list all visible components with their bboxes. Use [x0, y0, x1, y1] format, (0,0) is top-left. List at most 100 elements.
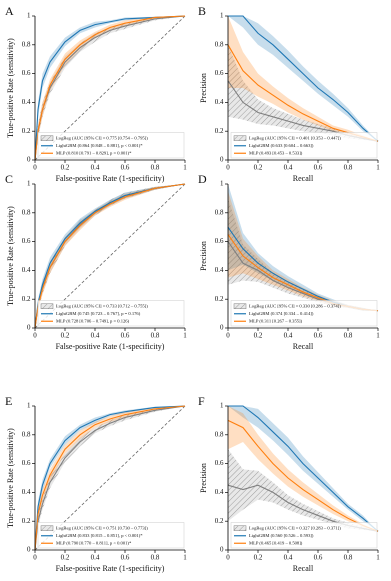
y-tick-label: 1: [220, 402, 224, 410]
legend-label: LogReg (AUC [95% CI] = 0.775 [0.754 – 0.…: [56, 135, 148, 140]
legend-box: [37, 300, 185, 327]
panel: 0 0.2 0.4 0.6 0.8 1 0 0.2 0.4 0.6 0.8 1 Recall Precis…: [198, 4, 380, 183]
x-axis-label: Recall: [293, 564, 314, 573]
y-tick-label: 0.4: [22, 98, 31, 106]
legend-label: LightGBM (0.633 [0.604 – 0.663]): [249, 143, 314, 148]
y-tick-label: 0.4: [215, 266, 224, 274]
y-tick-label: 1: [27, 402, 31, 410]
legend-label: MLP (0.493 [0.453 – 0.533]): [249, 150, 303, 155]
y-tick-label: 0.8: [22, 208, 31, 216]
x-tick-label: 1: [183, 332, 187, 340]
legend-swatch: [233, 525, 247, 531]
panel-label: A: [5, 4, 14, 18]
legend-label: MLP (0.810 [0.791 – 0.829], p = 0.001)*: [56, 150, 132, 156]
y-tick-label: 1: [27, 12, 31, 20]
y-tick-label: 0: [27, 546, 31, 554]
legend-label: LogReg (AUC [95% CI] = 0.751 [0.730 – 0.…: [56, 525, 148, 530]
x-tick-label: 0.2: [254, 164, 263, 172]
x-tick-label: 0: [226, 164, 230, 172]
curve: [34, 15, 186, 161]
y-axis-label: True-positive Rate (sensitivity): [6, 206, 15, 306]
x-tick-label: 0: [33, 554, 37, 562]
curve: [34, 405, 186, 551]
y-tick-label: 0.8: [22, 40, 31, 48]
x-tick-label: 0.8: [151, 554, 160, 562]
ci-band: [228, 184, 378, 311]
legend-label: LogReg (AUC [95% CI] = 0.327 [0.283 – 0.…: [249, 525, 341, 530]
x-tick-label: 0.4: [284, 164, 293, 172]
x-tick-label: 0.8: [151, 332, 160, 340]
y-tick-label: 0.6: [215, 459, 224, 467]
curve: [34, 405, 186, 551]
y-axis-label: Precision: [199, 463, 208, 493]
legend-label: LogReg (AUC [95% CI] = 0.401 [0.353 – 0.…: [249, 135, 341, 140]
x-tick-label: 0.2: [61, 554, 70, 562]
x-tick-label: 0.4: [91, 332, 100, 340]
x-tick-label: 0.6: [121, 332, 130, 340]
x-axis-label: False-positive Rate (1-specificity): [56, 174, 165, 183]
x-tick-label: 0.6: [314, 332, 323, 340]
y-tick-label: 0: [220, 324, 224, 332]
y-tick-label: 0.8: [22, 430, 31, 438]
y-tick-label: 0.6: [215, 237, 224, 245]
x-axis-label: False-positive Rate (1-specificity): [56, 564, 165, 573]
legend-label: LightGBM (0.745 [0.723 – 0.767], p = 0.1…: [56, 311, 141, 317]
x-tick-label: 0: [33, 164, 37, 172]
x-tick-label: 0.8: [151, 164, 160, 172]
legend-label: MLP (0.728 [0.706 – 0.749], p = 0.126): [56, 318, 130, 324]
y-tick-label: 0.4: [215, 98, 224, 106]
legend-swatch: [40, 303, 54, 309]
x-tick-label: 0: [33, 332, 37, 340]
x-tick-label: 0.8: [344, 164, 353, 172]
y-tick-label: 0: [220, 156, 224, 164]
y-tick-label: 1: [27, 180, 31, 188]
y-tick-label: 0.8: [215, 208, 224, 216]
panel: 0 0.2 0.4 0.6 0.8 1 0 0.2 0.4 0.6 0.8 1 Recall Precis…: [198, 172, 380, 351]
x-tick-label: 0.4: [284, 332, 293, 340]
ci-band: [228, 406, 378, 532]
legend-label: LogReg (AUC [95% CI] = 0.330 [0.286 – 0.…: [249, 303, 341, 308]
panel-label: D: [198, 172, 207, 186]
legend-label: LogReg (AUC [95% CI] = 0.733 [0.712 – 0.…: [56, 303, 148, 308]
legend-label: MLP (0.790 [0.770 – 0.811], p < 0.001)*: [56, 540, 132, 546]
x-tick-label: 1: [183, 164, 187, 172]
x-tick-label: 0.2: [254, 554, 263, 562]
curve: [34, 183, 186, 329]
y-tick-label: 0.2: [22, 127, 31, 135]
legend-box: [37, 132, 185, 159]
curve: [34, 183, 186, 329]
legend-label: LightGBM (0.864 [0.848 – 0.881], p < 0.0…: [56, 143, 143, 149]
x-tick-label: 0.8: [344, 554, 353, 562]
ci-band: [228, 198, 378, 311]
x-tick-label: 0: [226, 332, 230, 340]
legend-label: MLP (0.311 [0.267 – 0.355]): [249, 318, 303, 323]
y-tick-label: 0: [27, 324, 31, 332]
ci-band: [228, 191, 378, 311]
y-tick-label: 0.2: [22, 295, 31, 303]
legend-swatch: [40, 525, 54, 531]
x-axis-label: False-positive Rate (1-specificity): [56, 342, 165, 351]
curve: [34, 405, 186, 551]
y-tick-label: 0.6: [22, 237, 31, 245]
x-tick-label: 1: [376, 164, 380, 172]
y-tick-label: 1: [220, 180, 224, 188]
y-tick-label: 0.6: [22, 69, 31, 77]
y-tick-label: 0.2: [215, 127, 224, 135]
x-tick-label: 1: [376, 332, 380, 340]
y-tick-label: 0.2: [215, 517, 224, 525]
x-tick-label: 0.6: [121, 164, 130, 172]
curve: [228, 405, 379, 532]
legend-label: MLP (0.465 [0.419 – 0.508]): [249, 540, 303, 545]
y-tick-label: 0.2: [215, 295, 224, 303]
x-axis-label: Recall: [293, 174, 314, 183]
ci-band: [228, 449, 378, 532]
legend-swatch: [233, 303, 247, 309]
y-axis-label: True-positive Rate (sensitivity): [6, 38, 15, 138]
panel: 0 0.2 0.4 0.6 0.8 1 0 0.2 0.4 0.6 0.8 1 False-positi…: [5, 4, 187, 183]
legend-box: [37, 522, 185, 549]
y-tick-label: 0.4: [22, 488, 31, 496]
y-tick-label: 0.8: [215, 430, 224, 438]
y-tick-label: 0: [27, 156, 31, 164]
y-axis-label: Precision: [199, 73, 208, 103]
